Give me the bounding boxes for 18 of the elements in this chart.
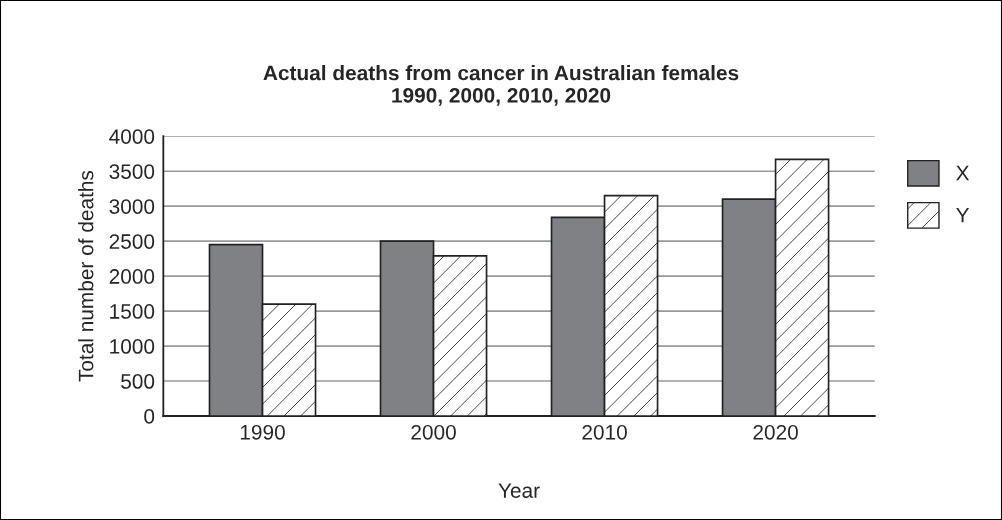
legend-label: Y bbox=[956, 207, 970, 223]
legend-label: X bbox=[956, 165, 970, 181]
y-tick-label: 0 bbox=[144, 409, 155, 424]
y-tick-label: 3500 bbox=[109, 164, 155, 179]
y-axis-title: Total number of deaths bbox=[78, 170, 94, 382]
x-tick-label: 2000 bbox=[411, 424, 456, 440]
x-tick-label: 2010 bbox=[582, 424, 627, 440]
y-tick-label: 2500 bbox=[109, 234, 155, 249]
chart-title: Actual deaths from cancer in Australian females 1990, 2000, 2010, 2020 bbox=[263, 65, 739, 106]
y-tick-label: 500 bbox=[121, 374, 155, 389]
y-tick-label: 1000 bbox=[110, 339, 155, 354]
y-tick-label: 4000 bbox=[109, 129, 155, 144]
x-tick-label: 2020 bbox=[753, 424, 798, 440]
y-tick-label: 1500 bbox=[110, 304, 155, 319]
y-tick-label: 3000 bbox=[109, 199, 155, 214]
x-tick-label: 1990 bbox=[240, 424, 285, 440]
x-axis-title: Year bbox=[498, 483, 540, 498]
y-tick-label: 2000 bbox=[109, 269, 155, 284]
